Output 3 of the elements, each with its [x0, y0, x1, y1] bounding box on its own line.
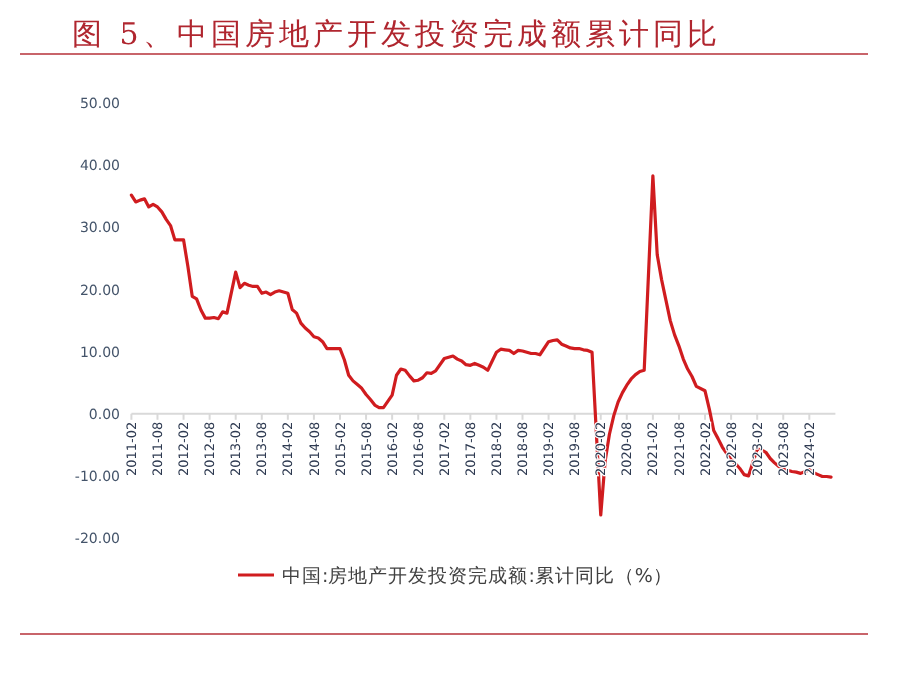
chart-title: 图 5、中国房地产开发投资完成额累计同比: [72, 16, 721, 52]
legend: 中国:房地产开发投资完成额:累计同比（%）: [238, 566, 673, 588]
legend-label: 中国:房地产开发投资完成额:累计同比（%）: [282, 564, 673, 588]
